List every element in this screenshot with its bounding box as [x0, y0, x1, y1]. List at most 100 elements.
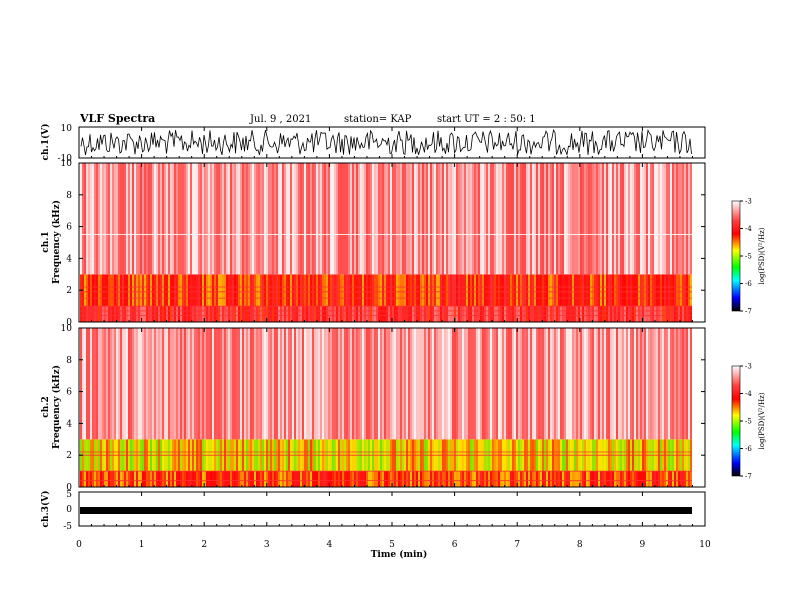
spectrogram-strip: [380, 328, 382, 440]
spectrogram-strip: [192, 163, 194, 275]
spectrogram-strip: [330, 163, 332, 275]
spectrogram-strip: [342, 471, 344, 487]
spectrogram-strip: [208, 471, 210, 487]
spectrogram-strip: [122, 163, 124, 275]
spectrogram-strip: [500, 471, 502, 487]
spectrogram-strip: [550, 471, 552, 487]
spectrogram-strip: [562, 306, 564, 322]
spectrogram-strip: [448, 471, 450, 487]
spectrogram-strip: [498, 306, 500, 322]
spectrogram-strip: [664, 274, 666, 307]
spectrogram-strip: [546, 471, 548, 487]
spectrogram-strip: [354, 274, 356, 307]
spectrogram-strip: [440, 328, 442, 440]
spectrogram-strip: [178, 328, 180, 440]
spectrogram-strip: [206, 328, 208, 440]
spectrogram-strip: [616, 163, 618, 275]
spectrogram-strip: [640, 163, 642, 275]
spectrogram-strip: [514, 306, 516, 322]
spectrogram-strip: [400, 471, 402, 487]
spectrogram-strip: [638, 328, 640, 440]
spectrogram-strip: [212, 328, 214, 440]
spectrogram-strip: [390, 306, 392, 322]
spectrogram-strip: [112, 471, 114, 487]
spectrogram-strip: [466, 328, 468, 440]
spectrogram-strip: [254, 163, 256, 275]
spectrogram-strip: [572, 328, 574, 440]
spectrogram-strip: [190, 274, 192, 307]
spectrogram-strip: [338, 328, 340, 440]
spectrogram-strip: [226, 471, 228, 487]
spectrogram-strip: [454, 328, 456, 440]
spectrogram-strip: [660, 306, 662, 322]
spectrogram-strip: [472, 306, 474, 322]
spectrogram-strip: [204, 471, 206, 487]
spectrogram-strip: [374, 471, 376, 487]
ch2-colorbar-gradient: [731, 365, 741, 477]
spectrogram-strip: [370, 328, 372, 440]
spectrogram-strip: [376, 328, 378, 440]
spectrogram-strip: [258, 328, 260, 440]
spectrogram-strip: [380, 306, 382, 322]
spectrogram-strip: [470, 306, 472, 322]
spectrogram-strip: [108, 306, 110, 322]
spectrogram-strip: [674, 471, 676, 487]
spectrogram-strip: [298, 163, 300, 275]
spectrogram-strip: [204, 306, 206, 322]
spectrogram-strip: [170, 306, 172, 322]
spectrogram-strip: [454, 274, 456, 307]
spectrogram-strip: [420, 274, 422, 307]
spectrogram-strip: [246, 306, 248, 322]
spectrogram-strip: [212, 471, 214, 487]
spectrogram-strip: [90, 163, 92, 275]
spectrogram-strip: [296, 306, 298, 322]
spectrogram-strip: [298, 328, 300, 440]
spectrogram-strip: [642, 471, 644, 487]
spectrogram-strip: [338, 306, 340, 322]
spectrogram-strip: [480, 328, 482, 440]
spectrogram-strip: [248, 306, 250, 322]
spectrogram-strip: [164, 328, 166, 440]
spectrogram-strip: [462, 274, 464, 307]
spectrogram-strip: [242, 163, 244, 275]
spectrogram-strip: [200, 328, 202, 440]
spectrogram-strip: [156, 306, 158, 322]
spectrogram-strip: [270, 471, 272, 487]
spectrogram-strip: [330, 306, 332, 322]
spectrogram-strip: [656, 471, 658, 487]
spectrogram-strip: [522, 328, 524, 440]
spectrogram-strip: [118, 471, 120, 487]
spectrogram-strip: [498, 163, 500, 275]
spectrogram-strip: [266, 306, 268, 322]
spectrogram-strip: [402, 274, 404, 307]
spectrogram-strip: [606, 306, 608, 322]
spectrogram-strip: [492, 328, 494, 440]
spectrogram-strip: [524, 306, 526, 322]
spectrogram-strip: [126, 274, 128, 307]
spectrogram-strip: [276, 274, 278, 307]
spectrogram-strip: [332, 163, 334, 275]
spectrogram-strip: [204, 328, 206, 440]
spectrogram-strip: [182, 274, 184, 307]
spectrogram-strip: [94, 163, 96, 275]
spectrogram-strip: [476, 471, 478, 487]
spectrogram-strip: [110, 163, 112, 275]
spectrogram-strip: [198, 274, 200, 307]
spectrogram-strip: [402, 328, 404, 440]
spectrogram-strip: [94, 274, 96, 307]
colorbar-tick-label: -5: [745, 253, 752, 261]
spectrogram-strip: [296, 328, 298, 440]
spectrogram-strip: [608, 274, 610, 307]
spectrogram-strip: [490, 163, 492, 275]
spectrogram-strip: [340, 306, 342, 322]
spectrogram-strip: [162, 306, 164, 322]
spectrogram-strip: [350, 471, 352, 487]
spectrogram-strip: [322, 163, 324, 275]
spectrogram-strip: [360, 328, 362, 440]
spectrogram-strip: [604, 306, 606, 322]
spectrogram-strip: [102, 471, 104, 487]
spectrogram-strip: [532, 163, 534, 275]
spectrogram-strip: [356, 163, 358, 275]
spectrogram-strip: [496, 471, 498, 487]
